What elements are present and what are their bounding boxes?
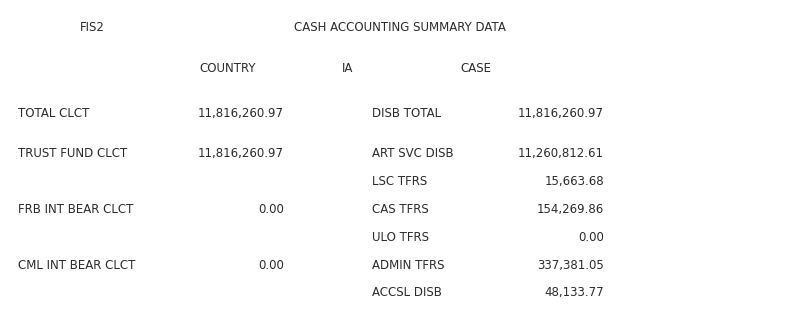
- Text: FRB INT BEAR CLCT: FRB INT BEAR CLCT: [18, 203, 133, 216]
- Text: CASE: CASE: [461, 62, 491, 75]
- Text: 11,816,260.97: 11,816,260.97: [518, 107, 604, 120]
- Text: ART SVC DISB: ART SVC DISB: [372, 147, 454, 160]
- Text: TRUST FUND CLCT: TRUST FUND CLCT: [18, 147, 127, 160]
- Text: 11,816,260.97: 11,816,260.97: [198, 107, 284, 120]
- Text: FIS2: FIS2: [79, 21, 105, 34]
- Text: CML INT BEAR CLCT: CML INT BEAR CLCT: [18, 259, 135, 272]
- Text: TOTAL CLCT: TOTAL CLCT: [18, 107, 89, 120]
- Text: 0.00: 0.00: [258, 203, 284, 216]
- Text: DISB TOTAL: DISB TOTAL: [372, 107, 441, 120]
- Text: LSC TFRS: LSC TFRS: [372, 175, 427, 188]
- Text: 15,663.68: 15,663.68: [544, 175, 604, 188]
- Text: 11,260,812.61: 11,260,812.61: [518, 147, 604, 160]
- Text: CASH ACCOUNTING SUMMARY DATA: CASH ACCOUNTING SUMMARY DATA: [294, 21, 506, 34]
- Text: 48,133.77: 48,133.77: [544, 286, 604, 299]
- Text: IA: IA: [342, 62, 354, 75]
- Text: 337,381.05: 337,381.05: [538, 259, 604, 272]
- Text: 0.00: 0.00: [578, 231, 604, 244]
- Text: CAS TFRS: CAS TFRS: [372, 203, 429, 216]
- Text: ACCSL DISB: ACCSL DISB: [372, 286, 442, 299]
- Text: 0.00: 0.00: [258, 259, 284, 272]
- Text: 154,269.86: 154,269.86: [537, 203, 604, 216]
- Text: COUNTRY: COUNTRY: [200, 62, 256, 75]
- Text: ADMIN TFRS: ADMIN TFRS: [372, 259, 445, 272]
- Text: ULO TFRS: ULO TFRS: [372, 231, 429, 244]
- Text: 11,816,260.97: 11,816,260.97: [198, 147, 284, 160]
